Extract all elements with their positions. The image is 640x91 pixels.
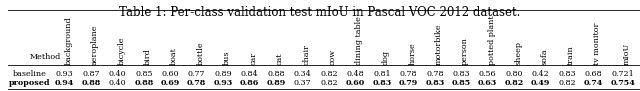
Text: train: train <box>567 45 575 65</box>
Text: 0.49: 0.49 <box>531 79 550 87</box>
Text: tv monitor: tv monitor <box>593 23 602 65</box>
Text: 0.82: 0.82 <box>558 79 576 87</box>
Text: 0.74: 0.74 <box>584 79 603 87</box>
Text: 0.77: 0.77 <box>188 70 205 78</box>
Text: 0.78: 0.78 <box>426 70 444 78</box>
Text: 0.82: 0.82 <box>320 79 338 87</box>
Text: mIoU: mIoU <box>623 43 631 65</box>
Text: 0.40: 0.40 <box>109 70 126 78</box>
Text: 0.93: 0.93 <box>214 79 233 87</box>
Text: bird: bird <box>144 48 152 65</box>
Text: 0.82: 0.82 <box>504 79 524 87</box>
Text: 0.79: 0.79 <box>399 79 418 87</box>
Text: horse: horse <box>408 42 416 65</box>
Text: 0.63: 0.63 <box>478 79 497 87</box>
Text: 0.69: 0.69 <box>161 79 180 87</box>
Text: 0.83: 0.83 <box>372 79 392 87</box>
Text: 0.78: 0.78 <box>187 79 206 87</box>
Text: 0.88: 0.88 <box>134 79 154 87</box>
Text: 0.88: 0.88 <box>81 79 100 87</box>
Text: 0.85: 0.85 <box>135 70 152 78</box>
Text: potted plant: potted plant <box>488 15 495 65</box>
Text: person: person <box>461 37 469 65</box>
Text: 0.34: 0.34 <box>294 70 312 78</box>
Text: 0.94: 0.94 <box>55 79 74 87</box>
Text: sofa: sofa <box>541 48 548 65</box>
Text: 0.56: 0.56 <box>479 70 497 78</box>
Text: bottle: bottle <box>196 41 205 65</box>
Text: 0.82: 0.82 <box>320 70 338 78</box>
Text: baseline: baseline <box>13 70 46 78</box>
Text: 0.89: 0.89 <box>266 79 285 87</box>
Text: dining table: dining table <box>355 16 364 65</box>
Text: sheep: sheep <box>514 41 522 65</box>
Text: 0.85: 0.85 <box>452 79 471 87</box>
Text: 0.88: 0.88 <box>268 70 285 78</box>
Text: Method: Method <box>29 53 61 61</box>
Text: 0.87: 0.87 <box>82 70 100 78</box>
Text: cat: cat <box>276 53 284 65</box>
Text: 0.93: 0.93 <box>56 70 74 78</box>
Text: bicycle: bicycle <box>117 37 125 65</box>
Text: 0.83: 0.83 <box>558 70 576 78</box>
Text: proposed: proposed <box>9 79 50 87</box>
Text: 0.80: 0.80 <box>506 70 523 78</box>
Text: 0.60: 0.60 <box>161 70 179 78</box>
Text: 0.84: 0.84 <box>241 70 259 78</box>
Text: 0.40: 0.40 <box>109 79 126 87</box>
Text: 0.83: 0.83 <box>452 70 470 78</box>
Text: aeroplane: aeroplane <box>91 25 99 65</box>
Text: 0.721: 0.721 <box>611 70 634 78</box>
Text: 0.60: 0.60 <box>346 79 365 87</box>
Text: 0.86: 0.86 <box>240 79 259 87</box>
Text: car: car <box>250 52 257 65</box>
Text: 0.81: 0.81 <box>373 70 390 78</box>
Text: 0.78: 0.78 <box>399 70 417 78</box>
Text: 0.754: 0.754 <box>611 79 635 87</box>
Text: 0.68: 0.68 <box>585 70 602 78</box>
Text: 0.37: 0.37 <box>294 79 311 87</box>
Text: cow: cow <box>329 49 337 65</box>
Text: bus: bus <box>223 51 231 65</box>
Text: 0.83: 0.83 <box>425 79 444 87</box>
Text: dog: dog <box>382 50 390 65</box>
Text: 0.89: 0.89 <box>214 70 232 78</box>
Text: Table 1: Per-class validation test mIoU in Pascal VOC 2012 dataset.: Table 1: Per-class validation test mIoU … <box>119 6 521 19</box>
Text: 0.42: 0.42 <box>532 70 550 78</box>
Text: background: background <box>65 16 72 65</box>
Text: chair: chair <box>303 44 310 65</box>
Text: boat: boat <box>170 47 178 65</box>
Text: motorbike: motorbike <box>435 23 443 65</box>
Text: 0.48: 0.48 <box>347 70 364 78</box>
